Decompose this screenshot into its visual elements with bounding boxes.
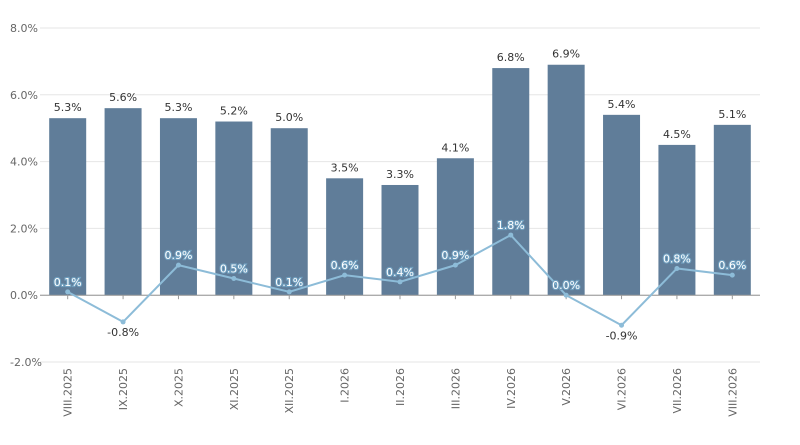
line-point: [65, 289, 71, 295]
x-tick-label: II.2026: [394, 368, 407, 406]
line-data-label: 1.8%: [497, 219, 525, 232]
x-tick-label: X.2025: [172, 368, 185, 407]
x-tick-label: VI.2026: [616, 368, 629, 410]
line-data-label: 0.0%: [552, 279, 580, 292]
y-tick-label: 8.0%: [10, 22, 38, 35]
line-data-label: 0.6%: [718, 259, 746, 272]
x-tick-label: VII.2026: [671, 368, 684, 414]
bar: [603, 114, 641, 296]
bar-data-label: 3.3%: [386, 168, 414, 181]
x-tick-label: IX.2025: [117, 368, 130, 410]
y-tick-label: 4.0%: [10, 156, 38, 169]
line-series: [65, 232, 735, 328]
bar: [49, 118, 87, 296]
bar: [270, 128, 308, 296]
bar-data-label: 5.6%: [109, 91, 137, 104]
line-data-label: -0.8%: [107, 326, 139, 339]
bar: [436, 158, 474, 296]
line-point: [120, 319, 126, 325]
line-data-label: 0.8%: [663, 252, 691, 265]
line-point: [397, 279, 403, 285]
bar-data-label: 5.2%: [220, 105, 248, 118]
bar: [492, 68, 530, 296]
x-tick-label: I.2026: [339, 368, 352, 403]
bar-data-label: 3.5%: [331, 161, 359, 174]
y-tick-label: -2.0%: [10, 356, 42, 369]
x-tick-label: XII.2025: [283, 368, 296, 414]
line-point: [563, 292, 569, 298]
line-point: [342, 272, 348, 278]
y-axis: -2.0% 0.0% 2.0% 4.0% 6.0% 8.0%: [10, 22, 42, 369]
line-point: [729, 272, 735, 278]
bar: [104, 108, 142, 296]
bar-data-label: 6.9%: [552, 48, 580, 61]
y-tick-label: 2.0%: [10, 222, 38, 235]
line-data-label: 0.1%: [275, 276, 303, 289]
bar-data-label: 5.0%: [275, 111, 303, 124]
bar-data-label: 5.1%: [718, 108, 746, 121]
bar-data-label: 4.5%: [663, 128, 691, 141]
bar-data-label: 6.8%: [497, 51, 525, 64]
y-tick-label: 0.0%: [10, 289, 38, 302]
bar: [381, 184, 419, 296]
line-point: [175, 262, 181, 268]
x-tick-label: XI.2025: [228, 368, 241, 410]
line-point: [508, 232, 514, 238]
y-tick-label: 6.0%: [10, 89, 38, 102]
line-data-label: 0.1%: [54, 276, 82, 289]
line-point: [231, 276, 237, 281]
line-point: [452, 262, 458, 268]
line-data-label: 0.9%: [164, 249, 192, 262]
bar: [215, 121, 253, 296]
line-point: [674, 265, 680, 271]
line-data-label: 0.5%: [220, 263, 248, 276]
bar-data-label: 4.1%: [441, 141, 469, 154]
line-data-label: -0.9%: [606, 329, 638, 342]
x-tick-label: VIII.2025: [62, 368, 75, 417]
x-tick-label: IV.2026: [505, 368, 518, 409]
line-point: [619, 322, 625, 328]
x-tick-label: III.2026: [449, 368, 462, 409]
bar-data-label: 5.4%: [608, 98, 636, 111]
bar: [713, 124, 751, 296]
line-data-label: 0.6%: [331, 259, 359, 272]
line-data-label: 0.9%: [441, 249, 469, 262]
data-labels: 5.3% 5.6% 5.3% 5.2% 5.0% 3.5% 3.3% 4.1% 6.8% 6.9%…: [53, 48, 748, 343]
line-point: [286, 289, 292, 295]
x-axis: VIII.2025 IX.2025 X.2025 XI.2025 XII.2025 I.2…: [40, 294, 760, 417]
bar: [547, 64, 585, 296]
x-tick-label: V.2026: [560, 368, 573, 406]
bar-data-label: 5.3%: [164, 101, 192, 114]
line-data-label: 0.4%: [386, 266, 414, 279]
x-tick-label: VIII.2026: [726, 368, 739, 417]
bar-data-label: 5.3%: [54, 101, 82, 114]
bar: [658, 144, 696, 296]
